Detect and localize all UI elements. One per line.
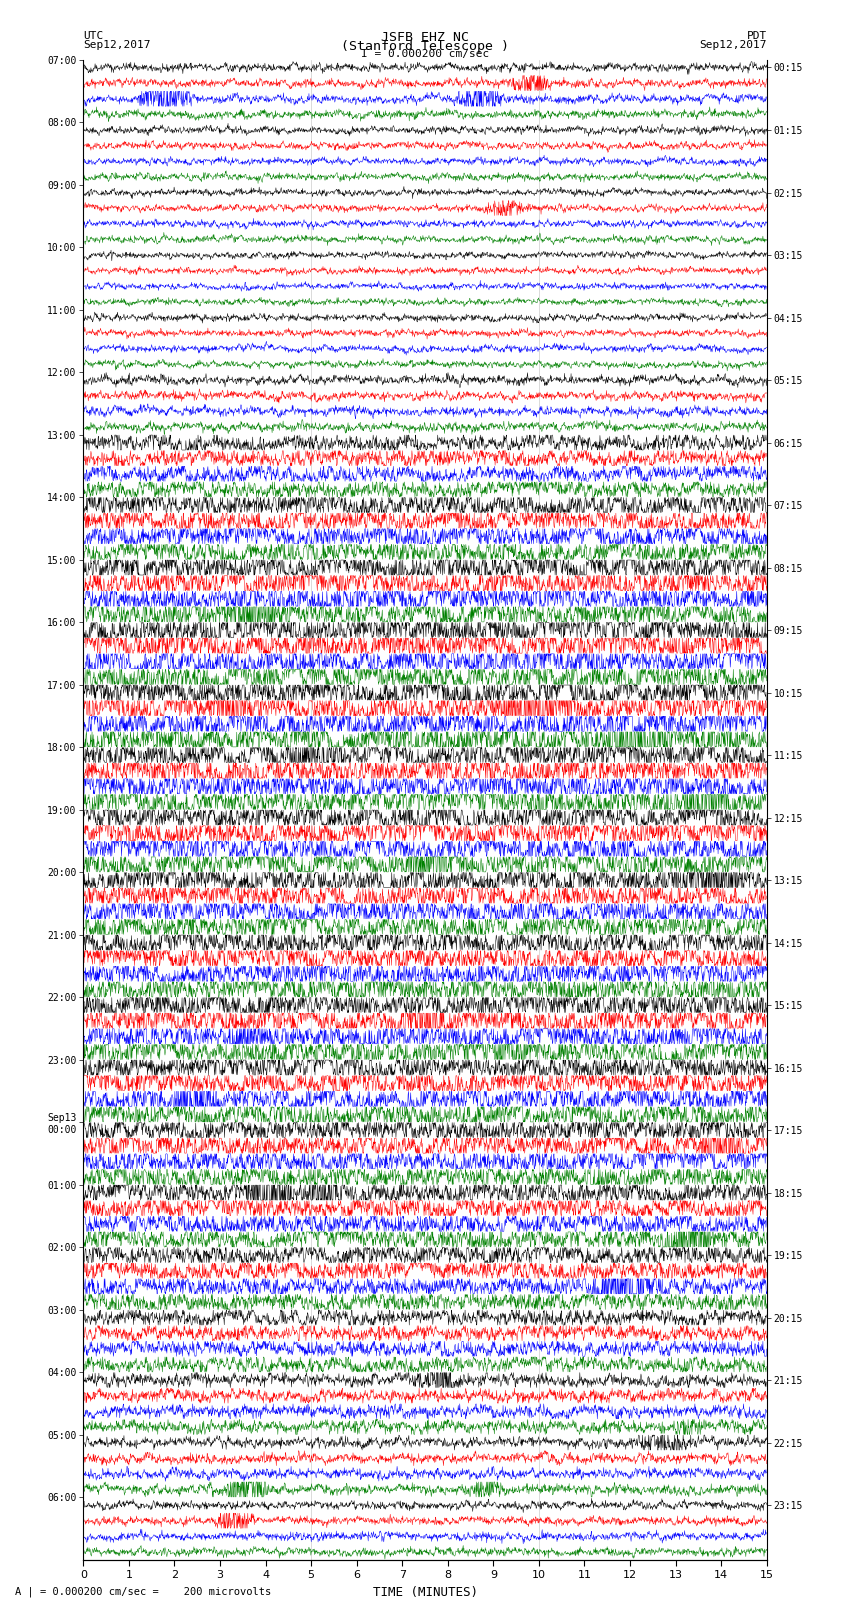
Text: Sep12,2017: Sep12,2017 [700,39,767,50]
Text: (Stanford Telescope ): (Stanford Telescope ) [341,39,509,53]
Text: A | = 0.000200 cm/sec =    200 microvolts: A | = 0.000200 cm/sec = 200 microvolts [15,1586,271,1597]
Text: JSFB EHZ NC: JSFB EHZ NC [381,31,469,45]
X-axis label: TIME (MINUTES): TIME (MINUTES) [372,1586,478,1598]
Text: UTC: UTC [83,31,104,42]
Text: I = 0.000200 cm/sec: I = 0.000200 cm/sec [361,48,489,58]
Text: PDT: PDT [746,31,767,42]
Text: Sep12,2017: Sep12,2017 [83,39,150,50]
